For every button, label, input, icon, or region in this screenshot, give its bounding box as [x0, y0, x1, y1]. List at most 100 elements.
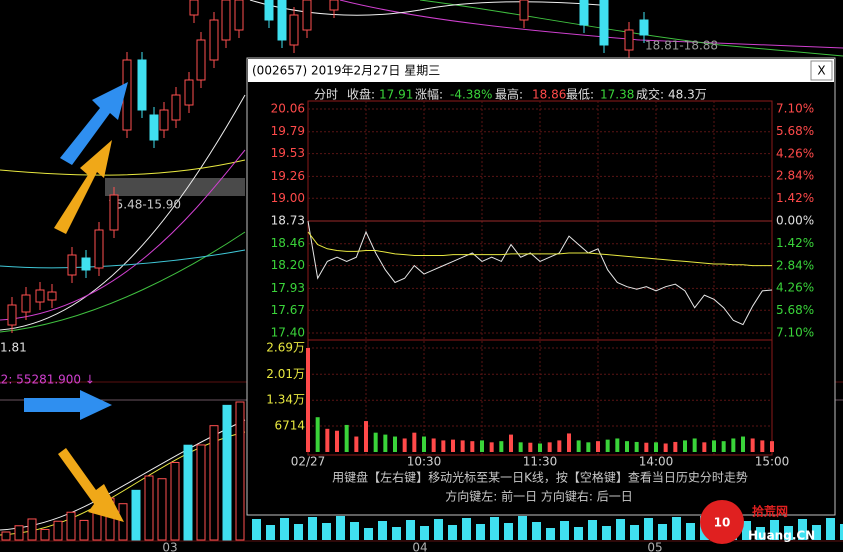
candle-body	[196, 39, 206, 81]
volume-bar	[383, 434, 388, 452]
volume-bar	[528, 442, 533, 452]
volume-bar	[770, 441, 774, 452]
month-label: 05	[647, 541, 662, 552]
candle-body	[599, 0, 609, 46]
volume-bar	[509, 434, 513, 452]
bg-volume-bar	[350, 522, 359, 540]
info-value: 17.38	[600, 88, 634, 102]
bg-volume-bar	[672, 517, 681, 540]
bg-volume-bar	[770, 520, 779, 540]
bg-volume-bar	[574, 527, 583, 540]
bg-volume-bar	[462, 518, 471, 540]
y2-tick-label: 1.42%	[776, 236, 814, 250]
info-label: 最高:	[495, 87, 523, 102]
x-tick-label: 10:30	[407, 455, 442, 469]
bg-volume-bar	[266, 525, 275, 540]
bg-volume-bar	[840, 524, 843, 540]
volume-bar	[441, 440, 446, 452]
volume-bar	[354, 436, 359, 452]
bg-volume-bar	[532, 522, 541, 540]
bg-volume-bar	[157, 478, 167, 541]
candle-body	[171, 94, 181, 121]
close-icon[interactable]: X	[817, 64, 825, 78]
candle-body	[302, 0, 312, 31]
volume-bar	[315, 417, 320, 452]
y-tick-label: 17.40	[271, 326, 305, 340]
arrow	[60, 82, 128, 165]
bg-volume-bar	[53, 520, 63, 541]
y2-tick-label: 4.26%	[776, 146, 814, 160]
volume-bar	[634, 441, 639, 452]
y2-tick-label: 7.10%	[776, 102, 814, 116]
bg-volume-bar	[392, 527, 401, 540]
bg-volume-bar	[66, 511, 76, 541]
candle-body	[159, 109, 169, 131]
bg-volume-bar	[448, 525, 457, 540]
bg-volume-bar	[560, 521, 569, 540]
title-bar	[248, 59, 834, 82]
volume-tick-label: 6714	[274, 419, 305, 433]
info-value: -4.38%	[450, 88, 492, 102]
info-label: 最低:	[566, 88, 594, 102]
volume-bar	[644, 442, 649, 452]
candle-body	[189, 0, 199, 16]
volume-bar	[393, 436, 397, 452]
month-label: 04	[412, 541, 427, 552]
volume-bar	[586, 442, 591, 452]
indicator-label: L2: 55281.900 ↓	[0, 373, 95, 387]
y-tick-label: 18.73	[271, 214, 305, 228]
candle-body	[7, 304, 17, 326]
info-value: 18.86	[532, 88, 566, 102]
ma-line	[0, 159, 246, 176]
bg-volume-bar	[826, 518, 835, 540]
candle-body	[149, 114, 159, 141]
y-tick-label: 18.20	[271, 258, 305, 272]
watermark-site: 拾荒网	[752, 504, 788, 519]
volume-bar	[712, 440, 716, 452]
volume-bar	[518, 442, 523, 452]
volume-bar	[335, 430, 339, 452]
bg-volume-bar	[322, 523, 331, 540]
volume-bar	[721, 441, 726, 452]
footer-hint: 方向键左: 前一日 方向键右: 后一日	[445, 489, 633, 504]
volume-bar	[596, 441, 600, 452]
volume-bar	[480, 440, 484, 452]
y2-tick-label: 7.10%	[776, 326, 814, 340]
volume-bar	[760, 440, 765, 452]
arrow	[24, 390, 112, 420]
volume-bar	[547, 442, 552, 452]
volume-bar	[673, 441, 678, 452]
candle-body	[579, 0, 589, 26]
y2-tick-label: 0.00%	[776, 214, 814, 228]
highlight-band	[105, 178, 245, 196]
volume-bar	[402, 438, 407, 452]
popup-window: (002657) 2019年2月27日 星期三 X 分时 收盘: 17.91 涨…	[246, 57, 836, 516]
bg-volume-bar	[546, 528, 555, 540]
bg-volume-bar	[588, 520, 597, 540]
volume-bar	[702, 442, 707, 452]
ma-line	[249, 0, 601, 16]
volume-bar	[422, 436, 426, 452]
bg-volume-bar	[756, 527, 765, 540]
bg-volume-bar	[798, 519, 807, 540]
candle-body	[94, 229, 104, 269]
bg-volume-bar	[183, 444, 193, 541]
close-button[interactable]	[810, 60, 833, 81]
bg-volume-bar	[235, 401, 245, 541]
bg-volume-bar	[209, 425, 219, 541]
bg-volume-bar	[630, 525, 639, 540]
arrow	[54, 140, 112, 234]
y-tick-label: 19.53	[271, 146, 305, 160]
volume-bar	[557, 440, 562, 452]
watermark-logo-text: 10	[714, 516, 731, 530]
volume-bar	[364, 421, 368, 452]
volume-bar	[344, 424, 349, 452]
bg-volume-bar	[602, 526, 611, 540]
bg-volume-bar	[131, 489, 141, 541]
candle-body	[624, 29, 634, 51]
bg-volume-bar	[616, 519, 625, 540]
volume-bar	[663, 443, 668, 452]
price-line	[307, 231, 772, 267]
candle-body	[234, 0, 244, 31]
